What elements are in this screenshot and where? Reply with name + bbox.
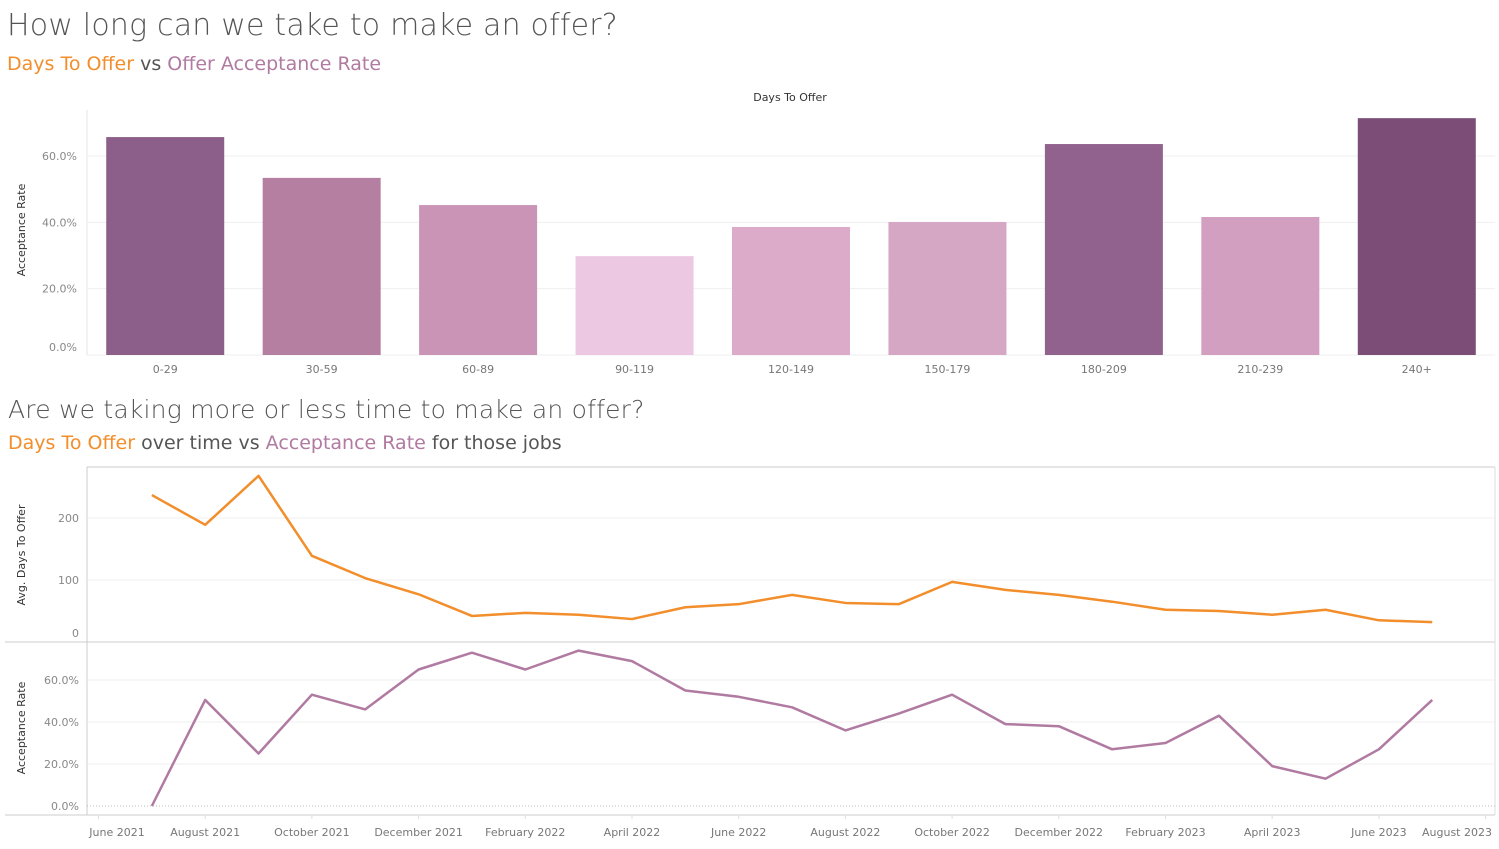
bar-30-59 xyxy=(262,177,381,355)
series-line-acceptance-rate xyxy=(150,649,1434,807)
bar-y-tick-label: 20.0% xyxy=(42,283,77,296)
section1-title: How long can we take to make an offer? xyxy=(7,8,618,43)
line-y-tick-label: 40.0% xyxy=(44,716,79,729)
bar-0-29 xyxy=(106,137,225,355)
line-x-tick-label: December 2021 xyxy=(374,826,463,839)
bar-x-tick-label: 0-29 xyxy=(153,363,178,376)
subtitle-for-jobs: for those jobs xyxy=(425,432,562,454)
bar-x-tick-label: 120-149 xyxy=(768,363,814,376)
subtitle-vs: vs xyxy=(134,53,168,75)
bar-x-tick-label: 150-179 xyxy=(924,363,970,376)
bar-y-tick-label: 40.0% xyxy=(42,216,77,229)
bar-x-tick-label: 90-119 xyxy=(615,363,654,376)
line-x-tick-label: April 2023 xyxy=(1244,826,1301,839)
line-y-tick-label: 0.0% xyxy=(51,800,79,813)
bar-90-119 xyxy=(575,256,694,355)
bar-y-tick-label: 0.0% xyxy=(49,341,77,354)
subtitle-days-to-offer: Days To Offer xyxy=(7,53,135,75)
line-x-tick-label: August 2021 xyxy=(170,826,240,839)
section2-title: Are we taking more or less time to make … xyxy=(8,395,645,424)
line-y-tick-label: 60.0% xyxy=(44,674,79,687)
bar-60-89 xyxy=(419,205,538,355)
line-y-tick-label: 200 xyxy=(58,512,79,525)
bar-120-149 xyxy=(732,226,850,355)
line-x-tick-label: August 2022 xyxy=(810,826,880,839)
line-x-tick-label: August 2023 xyxy=(1422,826,1492,839)
section2-subtitle: Days To Offer over time vs Acceptance Ra… xyxy=(8,432,562,454)
series-line-days-to-offer xyxy=(151,474,1433,624)
line-x-tick-label: June 2021 xyxy=(88,826,144,839)
line-x-tick-label: April 2022 xyxy=(604,826,661,839)
bar-210-239 xyxy=(1201,217,1320,355)
bar-x-tick-label: 180-209 xyxy=(1081,363,1127,376)
bar-x-tick-label: 30-59 xyxy=(306,363,338,376)
bar-x-axis-title: Days To Offer xyxy=(753,91,827,104)
line-x-tick-label: June 2022 xyxy=(710,826,766,839)
line-y-tick-label: 20.0% xyxy=(44,758,79,771)
line-x-tick-label: October 2021 xyxy=(274,826,350,839)
line-y-tick-label: 0 xyxy=(72,627,79,640)
subtitle-acceptance-rate: Acceptance Rate xyxy=(265,432,426,454)
subtitle-over-time: over time vs xyxy=(135,432,266,454)
bar-y-tick-label: 60.0% xyxy=(42,150,77,163)
line-y-axis-title-acceptance-rate: Acceptance Rate xyxy=(15,681,28,774)
bar-180-209 xyxy=(1044,144,1163,355)
line-y-tick-label: 100 xyxy=(58,574,79,587)
bar-x-tick-label: 240+ xyxy=(1402,363,1432,376)
line-x-tick-label: December 2022 xyxy=(1015,826,1104,839)
line-x-tick-label: June 2023 xyxy=(1350,826,1406,839)
bar-x-tick-label: 60-89 xyxy=(462,363,494,376)
line-x-tick-label: February 2022 xyxy=(485,826,565,839)
subtitle-acceptance-rate: Offer Acceptance Rate xyxy=(167,53,382,75)
bar-x-tick-label: 210-239 xyxy=(1237,363,1283,376)
bar-240+ xyxy=(1357,118,1476,355)
subtitle-days-to-offer: Days To Offer xyxy=(8,432,136,454)
line-x-tick-label: October 2022 xyxy=(914,826,990,839)
line-x-tick-label: February 2023 xyxy=(1125,826,1205,839)
bar-150-179 xyxy=(888,221,1007,355)
section1-subtitle: Days To Offer vs Offer Acceptance Rate xyxy=(7,53,381,75)
bar-y-axis-title: Acceptance Rate xyxy=(15,183,28,276)
line-y-axis-title-days-to-offer: Avg. Days To Offer xyxy=(15,504,28,605)
